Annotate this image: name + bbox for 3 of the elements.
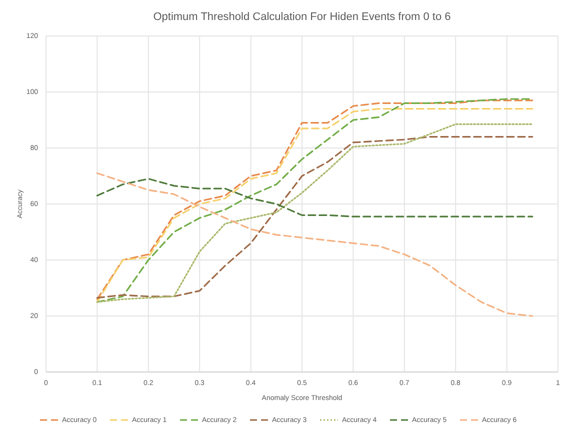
chart-title: Optimum Threshold Calculation For Hiden Events from 0 to 6 bbox=[153, 11, 451, 23]
line-series bbox=[96, 178, 534, 218]
line-series bbox=[96, 172, 534, 317]
